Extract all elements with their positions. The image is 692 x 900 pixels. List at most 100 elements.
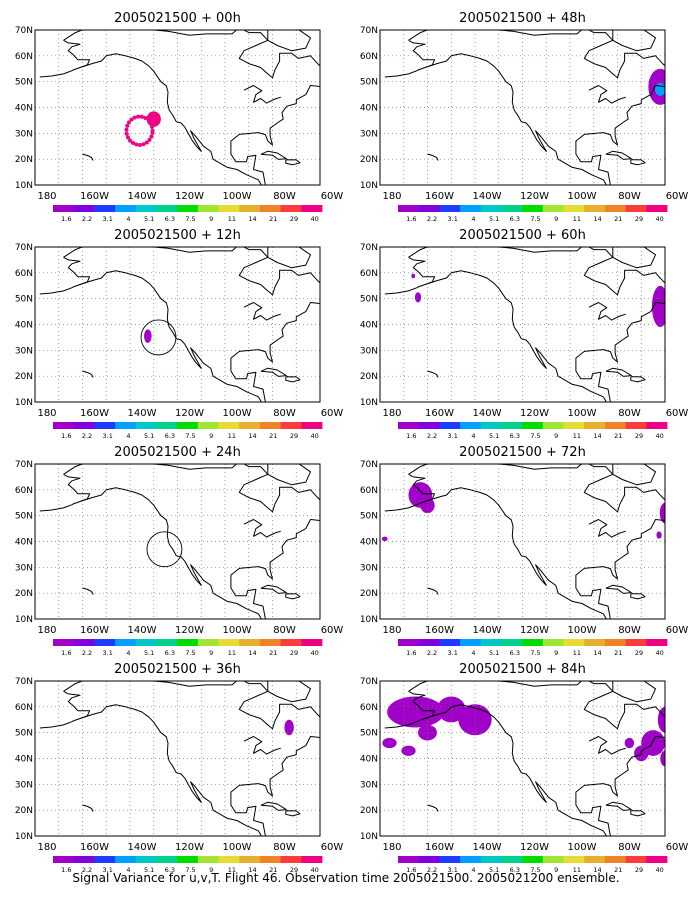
colorbar-label: 1.6 [61,215,71,223]
lat-tick-label: 20N [15,155,33,165]
colorbar-label: 3.1 [448,215,458,223]
colorbar-label: 2.2 [427,215,437,223]
colorbar-label: 7.5 [530,215,540,223]
colorbar-swatch [197,856,219,863]
colorbar-label: 21 [614,866,622,874]
map-area [380,464,665,619]
colorbar-swatch [259,639,282,646]
colorbar-label: 2.2 [82,866,92,874]
map-area [35,247,320,402]
variance-point [143,115,148,120]
colorbar-label: 14 [248,215,256,223]
lat-tick-label: 20N [360,155,378,165]
lon-tick-label: 120W [520,625,549,636]
lat-tick-label: 70N [15,26,33,36]
colorbar-swatch [501,205,523,212]
colorbar-label: 40 [311,866,319,874]
lon-tick-label: 80W [273,408,296,419]
colorbar-label: 1.6 [406,215,416,223]
colorbar-swatch [542,639,564,646]
colorbar-label: 21 [614,215,622,223]
colorbar-label: 4 [126,866,130,874]
lat-tick-label: 40N [15,538,33,548]
colorbar-swatch [115,639,137,646]
great-lakes [243,85,281,104]
lat-tick-label: 20N [360,806,378,816]
lon-tick-label: 80W [618,191,641,202]
colorbar-swatch [625,639,647,646]
lon-tick-label: 160W [425,408,454,419]
colorbar-swatch [625,205,647,212]
colorbar-swatch [197,639,219,646]
colorbar-swatch [301,205,323,212]
colorbar-label: 1.6 [61,432,71,440]
colorbar-swatch [259,205,282,212]
lon-tick-label: 100W [223,842,252,853]
hawaii-islands [427,804,439,812]
panel-title: 2005021500 + 12h [114,228,241,243]
baffin-coast [267,247,311,269]
colorbar-swatch [73,856,95,863]
colorbar-swatch [604,639,627,646]
colorbar-label: 3.1 [103,649,113,657]
colorbar-swatch [177,856,199,863]
colorbar-swatch [542,205,564,212]
colorbar-swatch [135,205,157,212]
lon-tick-label: 160W [425,625,454,636]
colorbar-label: 11 [573,649,581,657]
colorbar-label: 3.1 [103,866,113,874]
map-frame [379,680,666,837]
colorbar-swatch [73,639,95,646]
panel-title: 2005021500 + 48h [459,11,586,26]
variance-region [651,285,665,328]
colorbar-swatch [542,856,564,863]
map-panel-p12: 2005021500 + 12h 70N 60N 50N 40N 30N 20N 10N 180… [15,228,344,440]
lon-tick-label: 100W [223,408,252,419]
lon-tick-label: 100W [223,191,252,202]
variance-region [411,273,416,279]
colorbar-swatch [301,856,323,863]
great-lakes [243,519,281,538]
baffin-coast [612,247,656,269]
colorbar-swatch [584,205,606,212]
colorbar-label: 2.2 [82,432,92,440]
colorbar-swatch [218,639,240,646]
colorbar-swatch [584,856,606,863]
lon-tick-label: 80W [273,625,296,636]
colorbar-label: 6.3 [510,215,520,223]
variance-region [387,696,445,728]
lon-tick-label: 140W [473,408,502,419]
colorbar-label: 2.2 [427,866,437,874]
colorbar-swatch [94,205,116,212]
caption: Signal Variance for u,v,T. Flight 46. Ob… [72,871,620,885]
colorbar-label: 21 [614,432,622,440]
colorbar-label: 21 [269,432,277,440]
colorbar-label: 4 [126,432,130,440]
coastline [63,464,320,619]
hawaii-islands [82,370,94,378]
hispaniola-coast [630,810,646,817]
colorbar-label: 7.5 [530,649,540,657]
hispaniola-coast [630,159,646,166]
colorbar-swatch [280,856,302,863]
colorbar-swatch [563,205,585,212]
lon-tick-label: 120W [520,842,549,853]
colorbar-swatch [301,639,323,646]
colorbar-swatch [156,639,178,646]
colorbar-label: 29 [290,215,298,223]
lon-tick-label: 60W [321,408,344,419]
colorbar-label: 14 [248,866,256,874]
variance-region [146,111,161,127]
map-frame [34,246,321,403]
colorbar-swatch [197,422,219,429]
colorbar-label: 3.1 [448,866,458,874]
colorbar-label: 9 [209,866,213,874]
colorbar-swatch [398,205,420,212]
colorbar-swatch [501,422,523,429]
lat-tick-label: 60N [360,269,378,279]
colorbar-label: 5.1 [489,866,499,874]
colorbar-swatch [584,639,606,646]
colorbar-swatch [439,205,461,212]
colorbar-label: 7.5 [530,866,540,874]
lon-tick-label: 100W [568,408,597,419]
